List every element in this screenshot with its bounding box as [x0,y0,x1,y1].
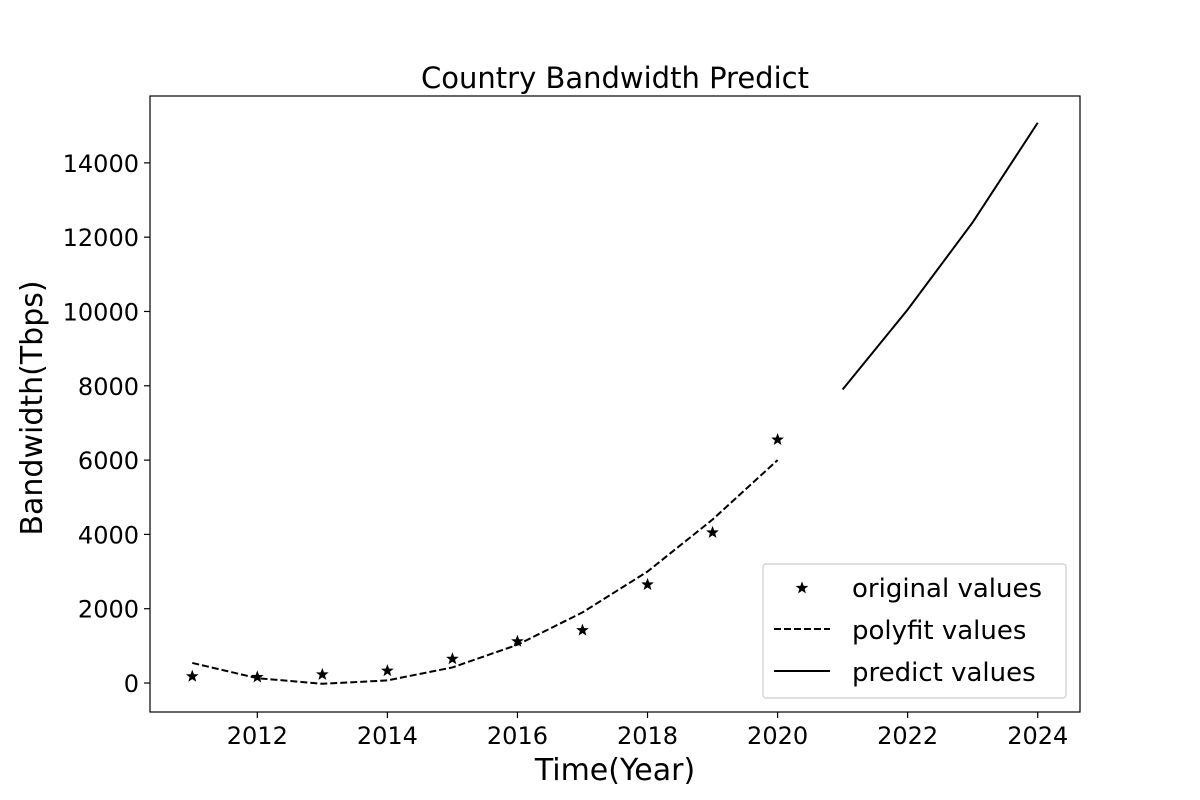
legend-marker-original [795,581,809,594]
original-value-point [316,667,329,680]
legend-box [762,563,1067,699]
original-value-point [381,664,394,677]
legend-label-polyfit: polyfit values [852,616,1026,646]
legend-label-predict: predict values [852,658,1036,688]
original-value-point [706,525,719,538]
x-tick-label: 2018 [617,722,678,750]
y-tick-label: 10000 [63,298,139,326]
y-tick-label: 0 [124,670,139,698]
legend-items [774,581,830,672]
y-tick-label: 4000 [78,521,139,549]
x-tick-label: 2020 [747,722,808,750]
y-axis-ticks: 0 2000 4000 6000 8000 10000 12000 14000 [63,150,150,698]
original-value-point [576,623,589,636]
chart-title: Country Bandwidth Predict [421,61,809,95]
y-tick-label: 12000 [63,224,139,252]
x-axis-label: Time(Year) [534,753,695,788]
original-value-point [185,669,199,682]
polyfit-line [192,459,779,685]
y-tick-label: 2000 [78,596,139,624]
y-tick-label: 6000 [78,447,139,475]
x-axis-ticks: 2012 2014 2016 2018 2020 2022 2024 [227,712,1068,750]
legend-label-original: original values [852,574,1042,604]
y-tick-label: 14000 [63,150,139,178]
x-tick-label: 2014 [357,722,418,750]
plot-frame [149,95,1081,713]
series-layer [185,122,1039,685]
x-tick-label: 2024 [1007,722,1068,750]
y-tick-label: 8000 [78,373,139,401]
x-tick-label: 2022 [877,722,938,750]
x-tick-label: 2012 [227,722,288,750]
original-value-point [446,652,459,665]
original-value-point [641,577,654,590]
y-axis-label: Bandwidth(Tbps) [15,280,50,535]
original-value-point [250,670,264,683]
original-value-point [771,433,784,446]
legend: original values polyfit values predict v… [762,563,1067,699]
x-tick-label: 2016 [487,722,548,750]
predict-line [841,122,1039,391]
